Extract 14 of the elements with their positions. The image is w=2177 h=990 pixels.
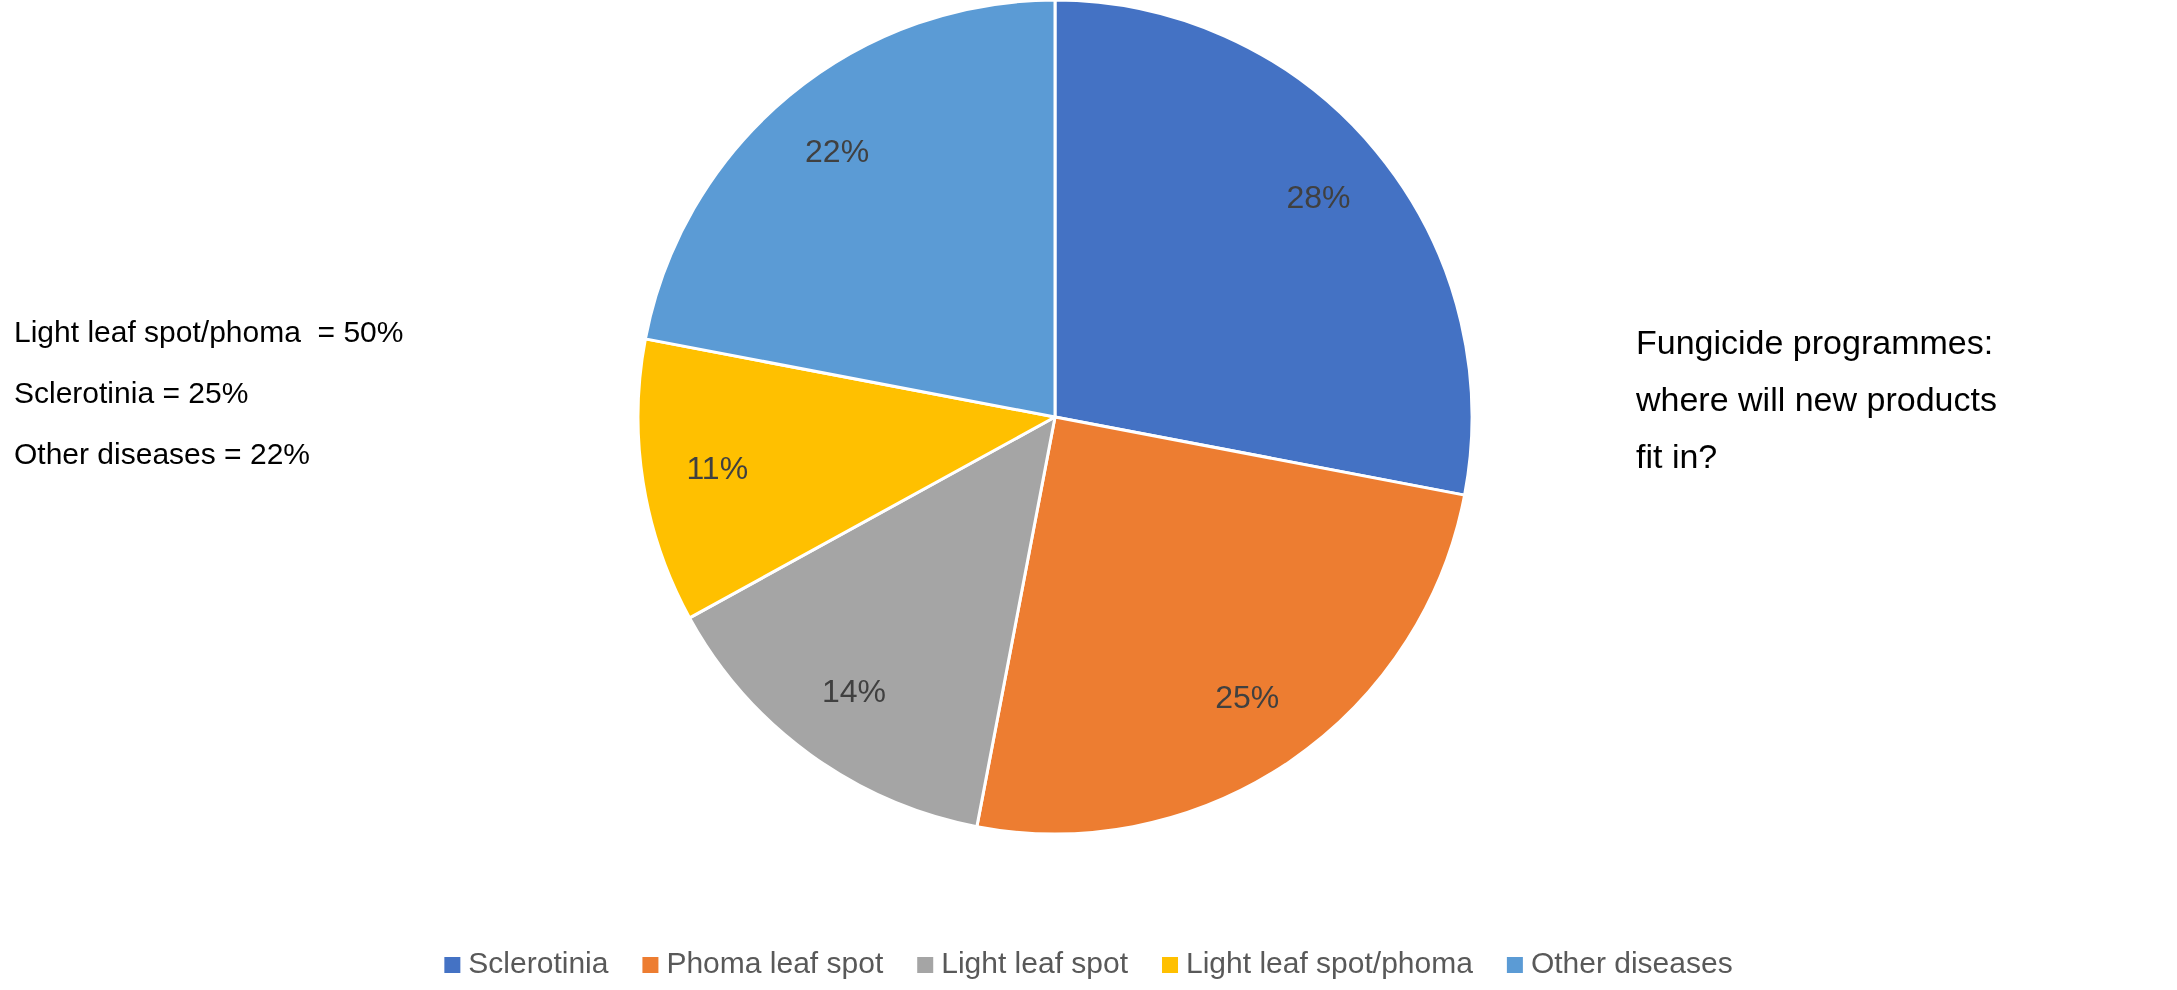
text: Other diseases = 22% [14, 437, 311, 470]
legend-label: Light leaf spot [941, 945, 1129, 979]
text: Sclerotinia = 25% [14, 376, 249, 409]
legend-label: Sclerotinia [468, 945, 609, 979]
legend-label: Light leaf spot/phoma [1186, 945, 1474, 979]
legend-label: Phoma leaf spot [666, 945, 884, 979]
data-label: 22% [805, 132, 870, 169]
data-label: 25% [1215, 679, 1280, 716]
text: Fungicide programmes: where will new products fit in? [1635, 323, 1997, 475]
legend-label: Other diseases [1530, 945, 1733, 979]
data-label: 14% [821, 673, 887, 710]
data-label: 28% [1286, 178, 1351, 215]
data-label: 11% [686, 449, 749, 486]
text: Light leaf spot/phoma = 50% [14, 315, 404, 348]
